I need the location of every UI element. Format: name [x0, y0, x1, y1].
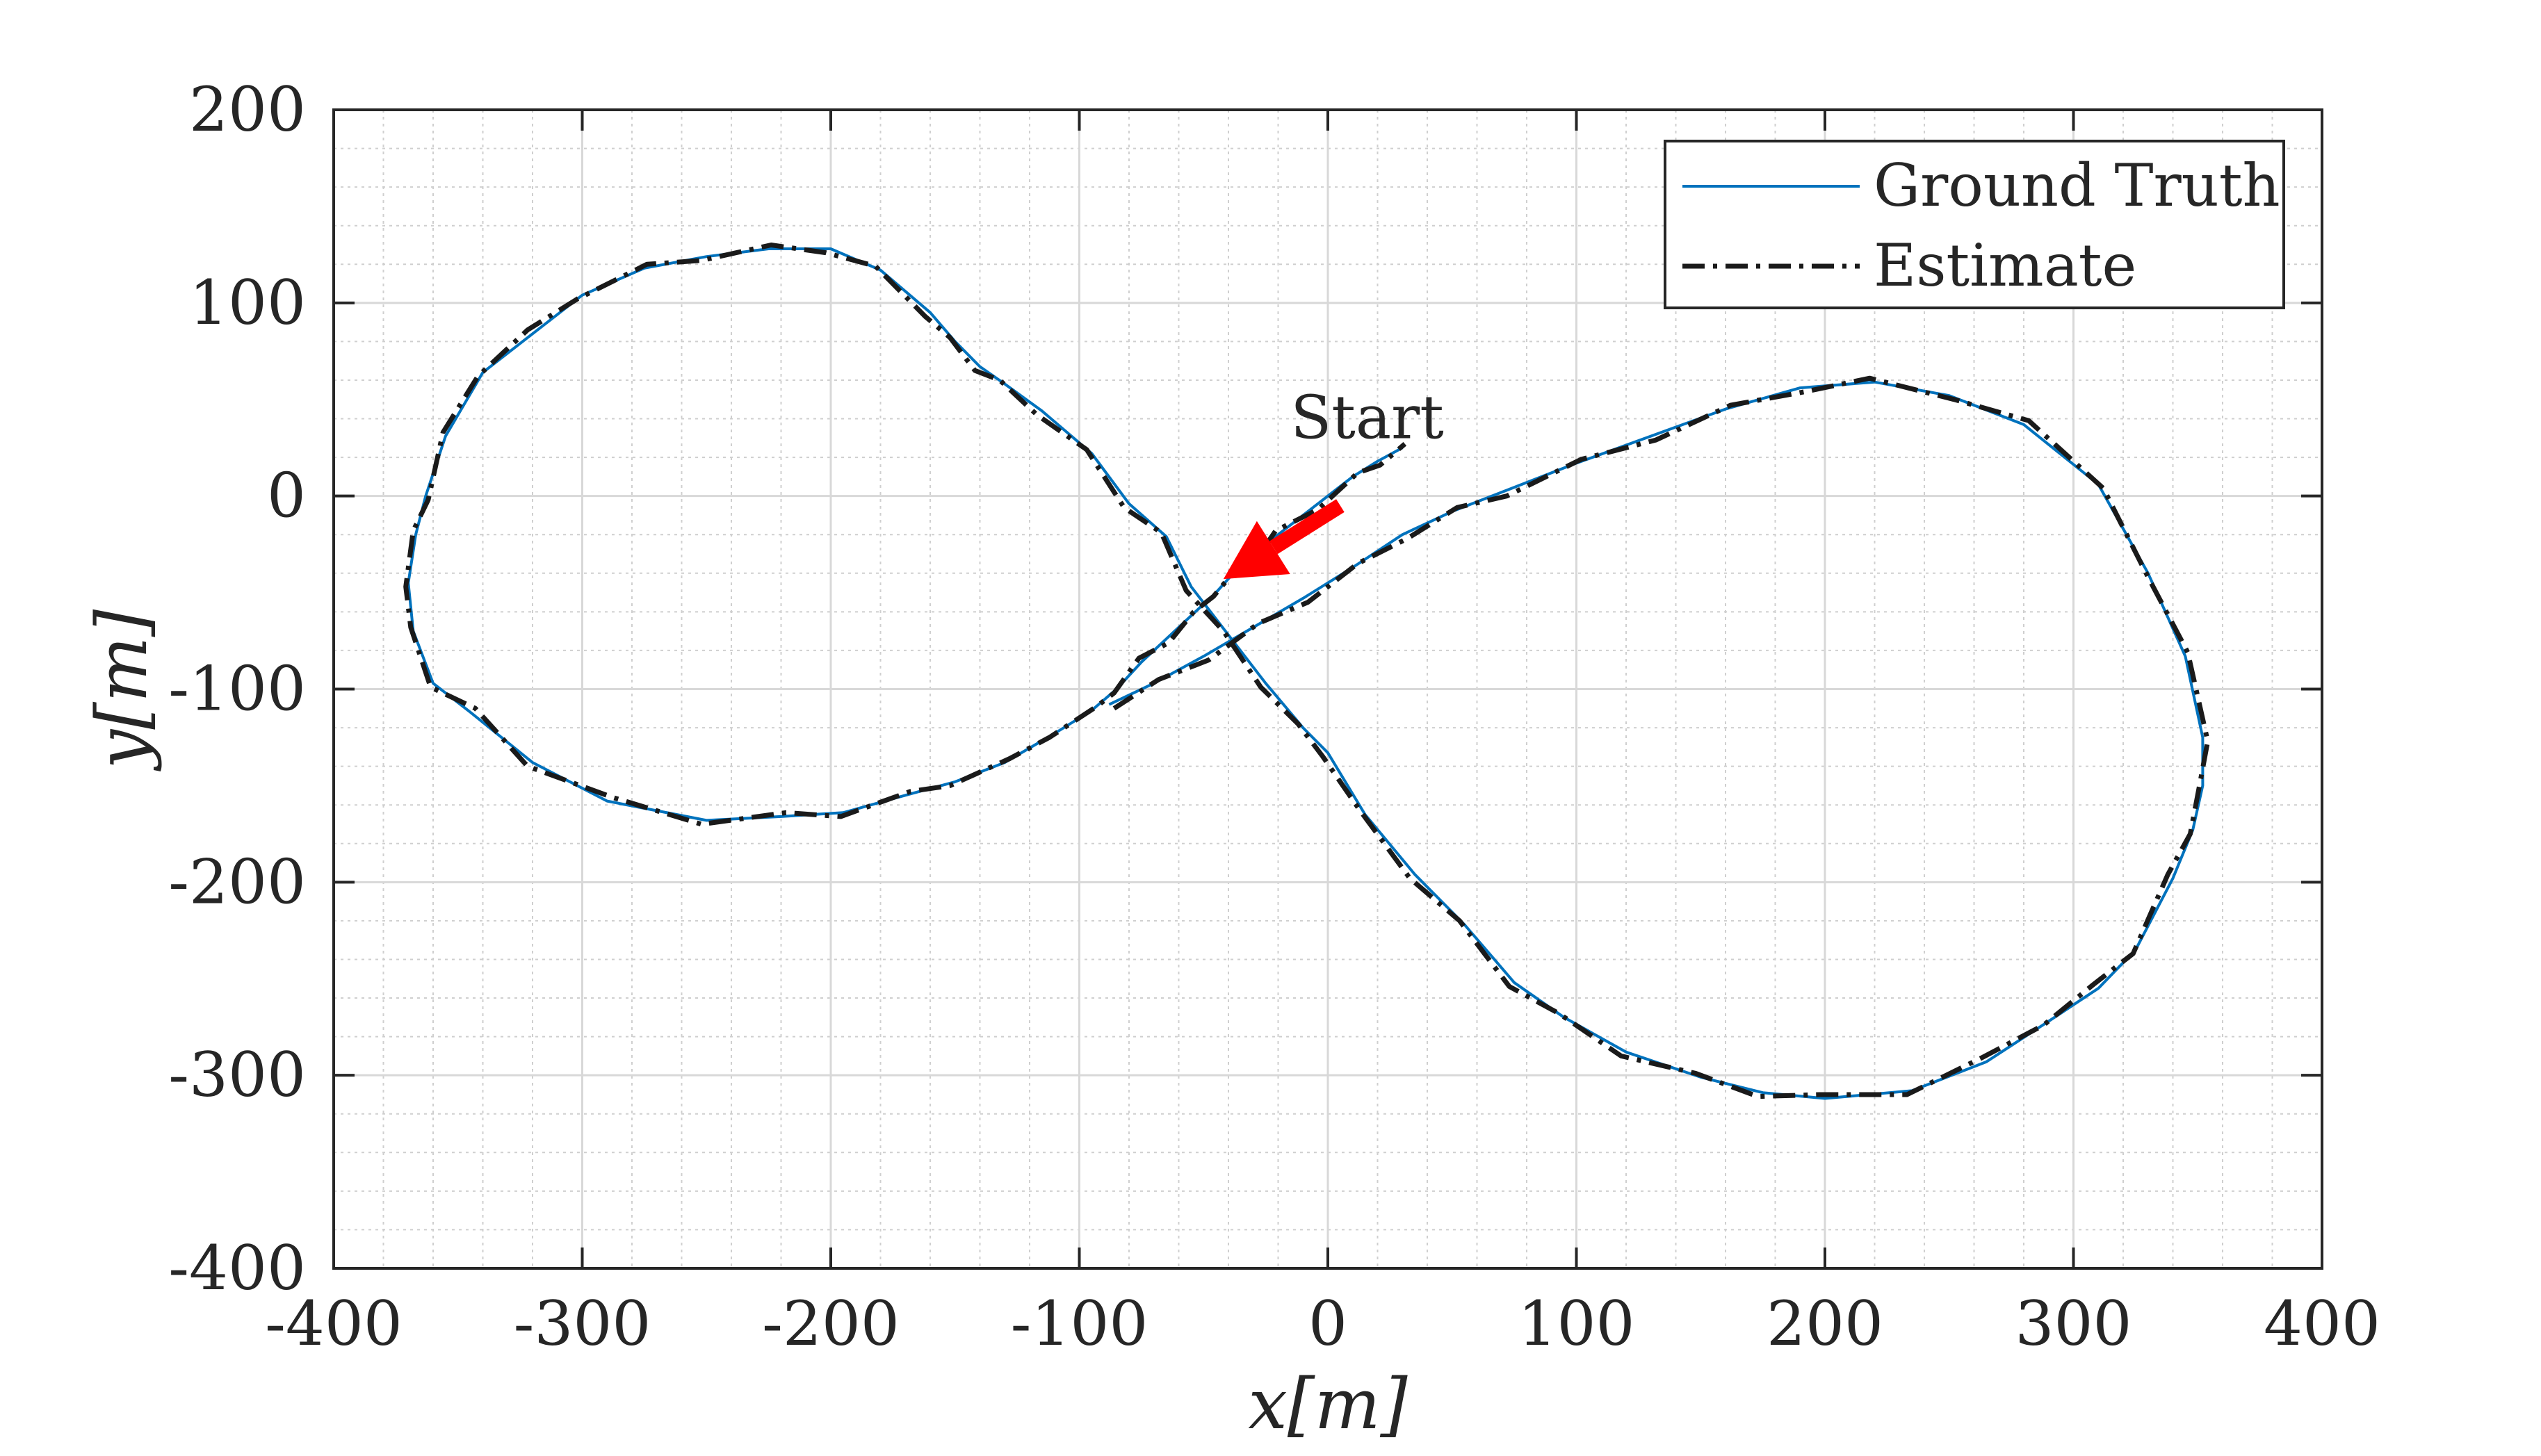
- legend-label-ground-truth: Ground Truth: [1874, 152, 2280, 220]
- y-tick-label: 0: [267, 460, 306, 532]
- series-layer: [403, 243, 2211, 1100]
- legend-box: [1664, 140, 2285, 309]
- start-label: Start: [1290, 383, 1443, 452]
- y-tick-label: 100: [189, 267, 306, 338]
- legend: Ground Truth Estimate: [1664, 140, 2285, 309]
- y-tick-label: -200: [168, 846, 306, 917]
- x-tick-label: 200: [1767, 1288, 1883, 1359]
- start-arrow-head: [1223, 521, 1290, 580]
- start-annotation: Start: [1223, 383, 1444, 580]
- axis-ticks: -400 -300 -200 -100 0 100 200 300 400 -400 -300 -20…: [168, 74, 2380, 1359]
- x-tick-label: 100: [1518, 1288, 1635, 1359]
- y-tick-label: -300: [168, 1039, 306, 1111]
- y-tick-label: -400: [168, 1232, 306, 1304]
- x-tick-label: -100: [1011, 1288, 1148, 1359]
- x-tick-label: 300: [2015, 1288, 2132, 1359]
- x-tick-label: 400: [2264, 1288, 2380, 1359]
- x-tick-label: -200: [762, 1288, 900, 1359]
- x-tick-label: 0: [1308, 1288, 1347, 1359]
- x-axis-label: x[m]: [1248, 1364, 1408, 1445]
- y-axis-label: y[m]: [81, 609, 163, 771]
- x-tick-label: -300: [514, 1288, 651, 1359]
- x-tick-label: -400: [265, 1288, 403, 1359]
- y-tick-label: 200: [189, 74, 306, 145]
- y-tick-label: -100: [168, 653, 306, 725]
- start-arrow-shaft: [1269, 499, 1345, 555]
- series-line-estimate: [403, 243, 2211, 1099]
- legend-label-estimate: Estimate: [1874, 231, 2136, 300]
- series-line-ground-truth: [407, 247, 2205, 1100]
